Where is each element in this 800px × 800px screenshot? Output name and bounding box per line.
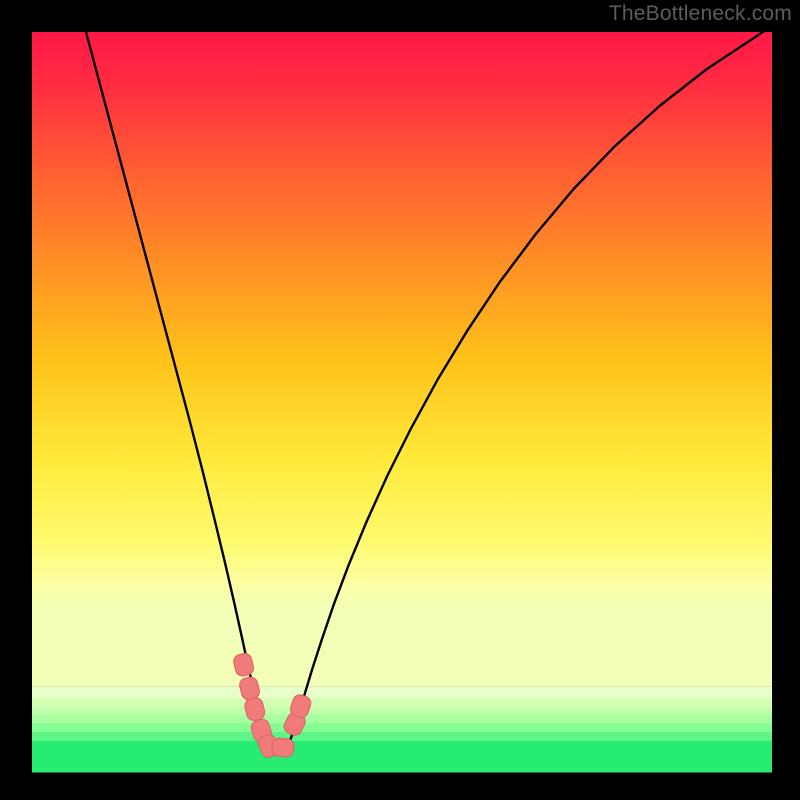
band bbox=[32, 741, 772, 773]
background-gradient bbox=[32, 32, 772, 687]
band bbox=[32, 698, 772, 707]
band bbox=[32, 723, 772, 732]
watermark-text: TheBottleneck.com bbox=[609, 2, 792, 26]
plot-area bbox=[32, 32, 772, 772]
band bbox=[32, 707, 772, 715]
bottom-bands bbox=[32, 687, 772, 773]
band bbox=[32, 687, 772, 699]
outer-frame: TheBottleneck.com bbox=[0, 0, 800, 800]
chart-svg bbox=[32, 32, 772, 772]
band bbox=[32, 732, 772, 741]
band bbox=[32, 714, 772, 723]
marker bbox=[271, 738, 294, 758]
